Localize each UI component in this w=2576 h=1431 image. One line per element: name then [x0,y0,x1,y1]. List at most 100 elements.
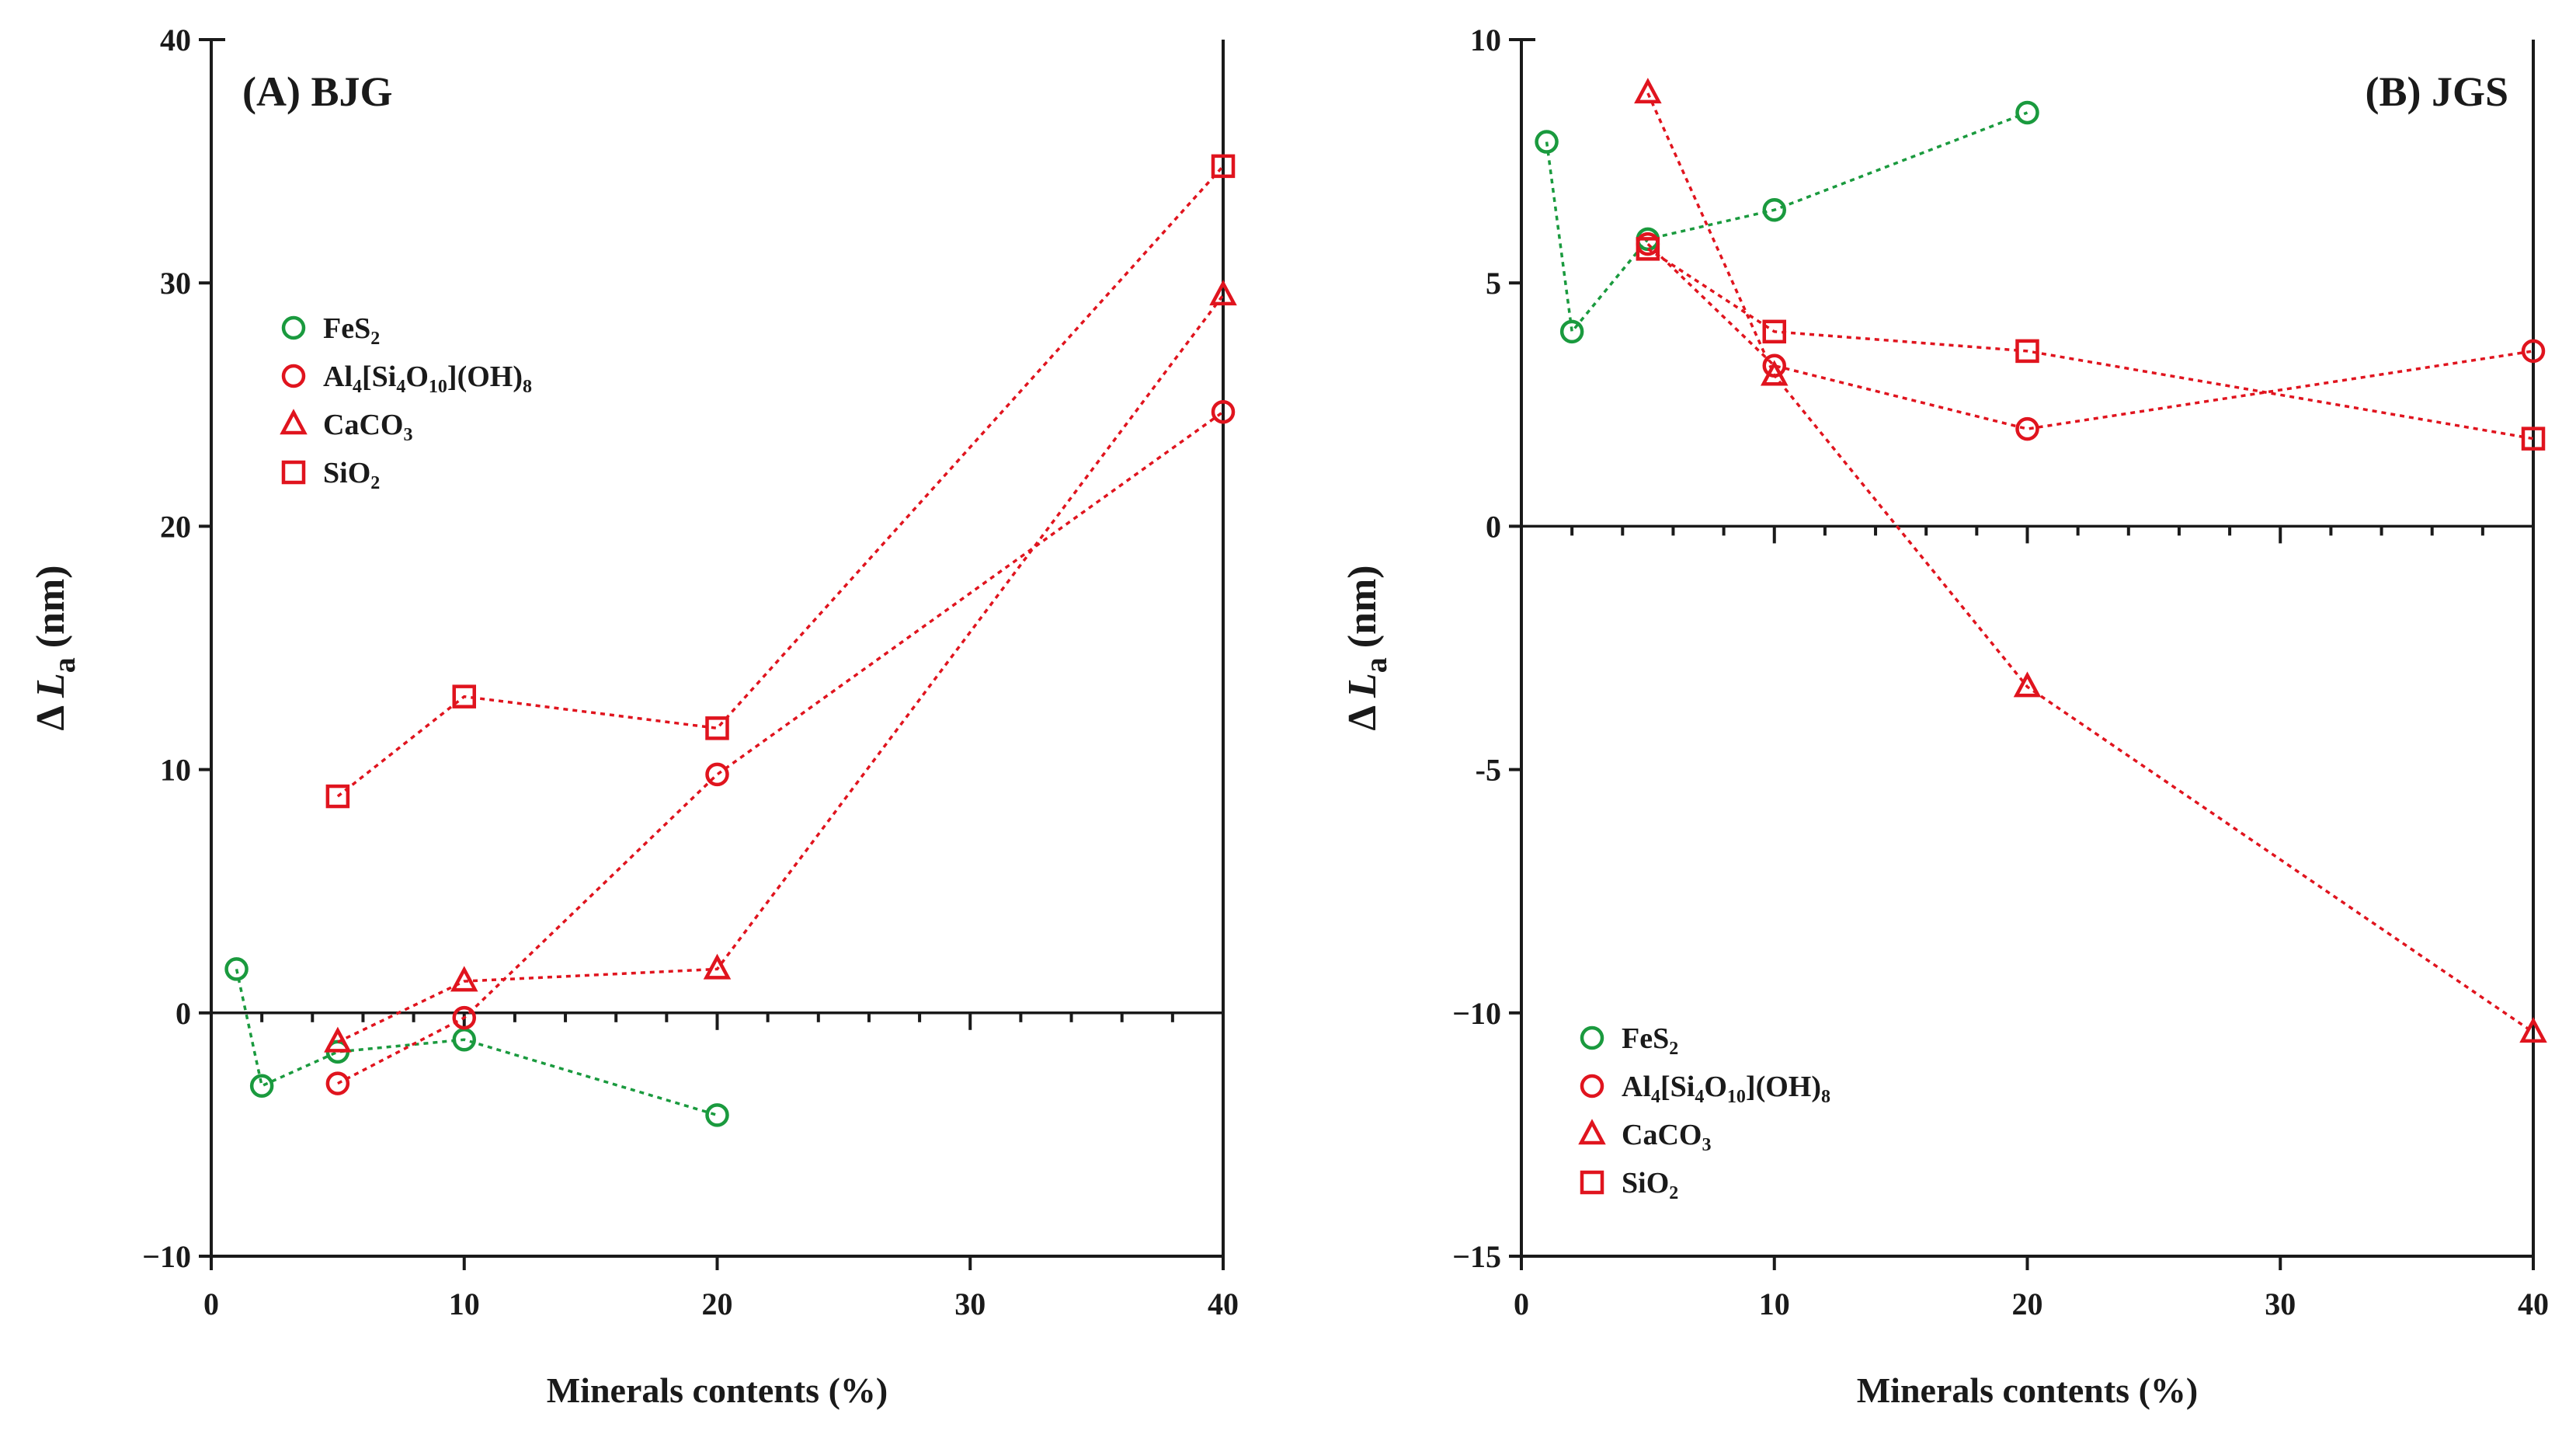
data-point [2519,1017,2547,1043]
data-point [1762,197,1786,222]
data-point [1636,237,1660,261]
legend-name: FeS [323,312,370,345]
data-point [2013,671,2042,698]
data-point [1209,280,1237,306]
legend-sub: 10 [429,377,447,397]
x-tick-label: 20 [702,1287,733,1321]
legend-marker [1580,1170,1604,1195]
series-line [337,294,1225,1043]
legend-sub: 4 [1651,1087,1660,1107]
y-tick-label: 5 [1486,266,1501,301]
panel-title-text: (A) BJG [242,68,392,115]
legend-name: CaCO [323,409,403,441]
data-point [705,1103,729,1127]
legend-label: SiO2 [1622,1167,1678,1203]
legend-name: CaCO [1622,1119,1702,1151]
y-tick-label: 10 [160,753,191,788]
data-point [2015,339,2039,364]
series-1 [1636,232,2546,441]
x-tick-label: 30 [954,1287,986,1321]
data-point [324,1026,352,1053]
x-tick-label: 0 [1514,1287,1529,1321]
legend-name: Al [323,360,353,393]
legend-name: [Si [362,360,396,393]
legend-label: CaCO3 [1622,1119,1711,1155]
data-point [2015,100,2039,125]
x-tick-label: 20 [2012,1287,2043,1321]
legend-name: O [1704,1071,1727,1103]
data-point [1559,319,1584,344]
legend-name: ](OH) [1746,1071,1821,1103]
series-line [337,410,1225,1085]
legend-sub: 8 [523,377,532,397]
legend-sub: 2 [370,473,380,493]
x-tick-label: 0 [203,1287,219,1321]
data-point [1211,399,1236,424]
legend-name: FeS [1622,1022,1669,1055]
y-tick-label: 10 [1470,23,1501,57]
legend-sub: 10 [1727,1087,1746,1107]
legend-sub: 8 [1821,1087,1830,1107]
y-axis-title-sub: a [47,657,82,673]
y-axis-title-sub: a [1358,657,1393,673]
legend-marker [281,364,306,388]
series-line [1646,247,2534,440]
legend-sub: 3 [403,425,412,445]
panel-a: −10 0 10 20 30 40 0 10 20 30 40 Minerals contents (… [29,23,1239,1410]
y-axis-title-delta: Δ [29,705,73,731]
legend-label: FeS2 [1622,1022,1678,1059]
panel-title: (A) BJG [242,68,392,115]
legend-marker [1580,1025,1604,1050]
y-axis-title: ΔLa (nm) [1340,565,1393,730]
legend-sub: 3 [1702,1135,1711,1155]
legend-name: Al [1622,1071,1651,1103]
x-axis-title-text: Minerals contents (%) [547,1370,888,1410]
data-point [249,1074,274,1098]
series-2 [1634,78,2547,1043]
legend-marker [1578,1119,1606,1145]
y-tick-label: 40 [160,23,191,57]
series-line [1646,92,2534,1034]
legend-sub: 4 [1695,1087,1704,1107]
y-tick-label: 20 [160,509,191,544]
y-tick-label: 0 [176,996,191,1031]
legend-sub: 4 [396,377,405,397]
x-axis-title: Minerals contents (%) [1857,1370,2198,1410]
panel-b: −15 −10 -5 0 5 10 0 10 20 30 40 Minerals contents (… [1340,23,2549,1410]
x-axis-title-text: Minerals contents (%) [1857,1370,2198,1410]
panel-title-text: (B) JGS [2365,68,2508,115]
x-axis-title: Minerals contents (%) [547,1370,888,1410]
data-point [1762,319,1786,344]
y-axis-title-unit: (nm) [1340,565,1385,648]
x-tick-label: 10 [449,1287,480,1321]
data-point [2015,416,2039,441]
y-tick-label: −15 [1452,1239,1501,1274]
series-line [336,165,1225,798]
legend-sub: 4 [353,377,362,397]
series-3 [1636,237,2546,451]
x-tick-label: 40 [2518,1287,2549,1321]
y-tick-label: 0 [1486,509,1501,544]
series-line [1545,111,2028,336]
data-point [325,1071,350,1095]
legend-label: FeS2 [323,312,380,349]
data-point [705,716,729,740]
y-axis-title-delta: Δ [1340,705,1385,731]
data-point [325,784,350,809]
y-tick-label: -5 [1476,753,1501,788]
legend-label: Al4[Si4O10](OH)8 [323,360,532,397]
data-point [1535,130,1559,154]
y-tick-label: −10 [142,1239,191,1274]
series-3 [325,154,1236,809]
x-tick-label: 30 [2265,1287,2296,1321]
legend-sub: 2 [1669,1183,1678,1203]
legend-marker [281,460,306,485]
data-point [705,762,729,787]
x-tick-label: 10 [1759,1287,1790,1321]
data-point [452,684,476,709]
data-point [703,953,732,980]
y-tick-label: −10 [1452,996,1501,1031]
legend-name: SiO [1622,1167,1669,1199]
